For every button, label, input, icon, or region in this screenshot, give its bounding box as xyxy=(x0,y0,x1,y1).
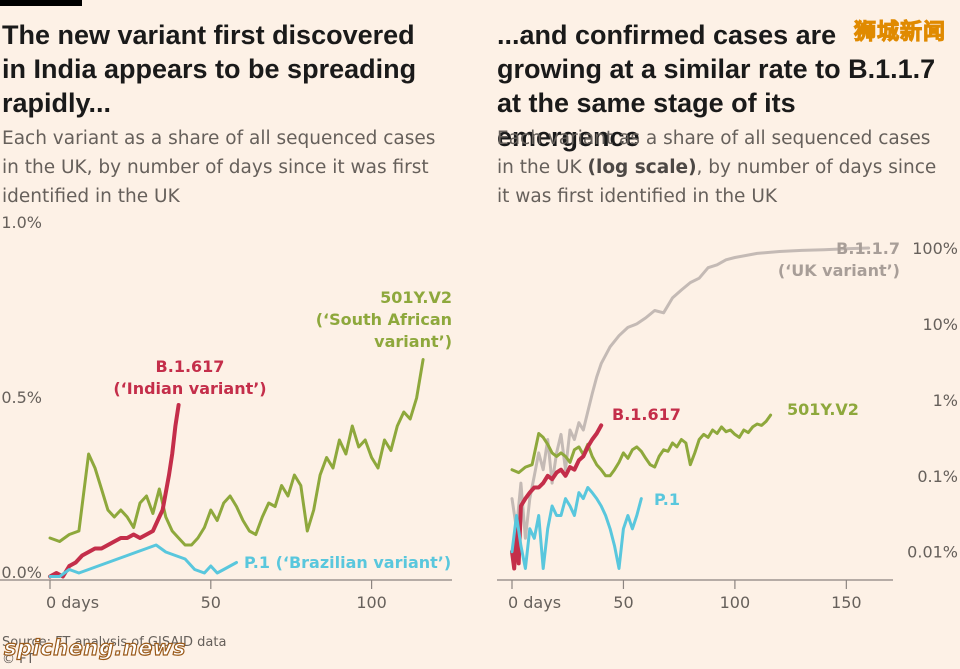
y-tick-label: 1% xyxy=(933,391,958,410)
series-line-sa xyxy=(510,413,773,478)
series-label-in: B.1.617 xyxy=(156,357,225,376)
right-chart-title: ...and confirmed cases are growing at a … xyxy=(497,20,936,152)
series-label-sa: 501Y.V2 xyxy=(380,288,452,307)
x-tick-label: 0 days xyxy=(508,593,561,612)
right-chart-subtitle: Each variant as a share of all sequenced… xyxy=(497,124,947,211)
series-line-sa xyxy=(48,358,425,547)
y-tick-label: 10% xyxy=(922,315,958,334)
right-subtitle-part1: Each variant as a share of all sequenced… xyxy=(497,128,931,178)
series-line-in xyxy=(48,403,181,579)
watermark-top: 狮城新闻 xyxy=(853,20,946,46)
series-line-uk xyxy=(510,246,871,540)
x-tick-label: 100 xyxy=(720,593,751,612)
left-chart: 0.0% 0.5% 1.0% 0 days 50 100 501Y.V2 (‘South Af… xyxy=(0,213,452,612)
x-tick-label: 100 xyxy=(356,593,387,612)
series-label-sa: 501Y.V2 xyxy=(787,400,859,419)
ft-header-bar xyxy=(0,0,82,6)
right-subtitle-part2: , by number of days since it was first i… xyxy=(497,157,937,207)
series-line-br xyxy=(510,486,643,570)
source-note: Source: FT analysis of GISAID data © FT xyxy=(2,634,226,668)
source-text: Source: FT analysis of GISAID data xyxy=(2,635,227,650)
series-label-br: P.1 xyxy=(654,490,680,509)
series-label-sa: (‘South African xyxy=(316,310,452,329)
series-line-br xyxy=(48,543,238,578)
y-tick-label: 0.5% xyxy=(1,388,42,407)
y-tick-label: 100% xyxy=(912,239,958,258)
y-tick-label: 1.0% xyxy=(1,213,42,232)
right-subtitle-log-scale: (log scale) xyxy=(587,157,697,178)
left-chart-subtitle: Each variant as a share of all sequenced… xyxy=(2,128,436,207)
series-label-sa: variant’) xyxy=(374,332,452,351)
right-chart: 0.01% 0.1% 1% 10% 100% 0 days 50 100 150 B.1.1.7 (… xyxy=(497,239,958,612)
series-label-in: B.1.617 xyxy=(612,405,681,424)
x-tick-label: 0 days xyxy=(46,593,99,612)
series-line-in xyxy=(510,423,604,571)
y-tick-label: 0.01% xyxy=(907,543,958,562)
watermark-bottom: spicheng.news xyxy=(3,635,186,660)
left-chart-title: The new variant first discovered in Indi… xyxy=(2,20,417,118)
series-label-uk: B.1.1.7 xyxy=(836,239,900,258)
x-tick-label: 50 xyxy=(613,593,633,612)
x-tick-label: 50 xyxy=(201,593,221,612)
x-tick-label: 150 xyxy=(831,593,862,612)
series-label-in: (‘Indian variant’) xyxy=(113,379,266,398)
y-tick-label: 0.1% xyxy=(917,467,958,486)
copyright: © FT xyxy=(2,652,35,667)
series-label-uk: (‘UK variant’) xyxy=(778,261,900,280)
series-label-br: P.1 (‘Brazilian variant’) xyxy=(244,553,451,572)
y-tick-label: 0.0% xyxy=(1,563,42,582)
